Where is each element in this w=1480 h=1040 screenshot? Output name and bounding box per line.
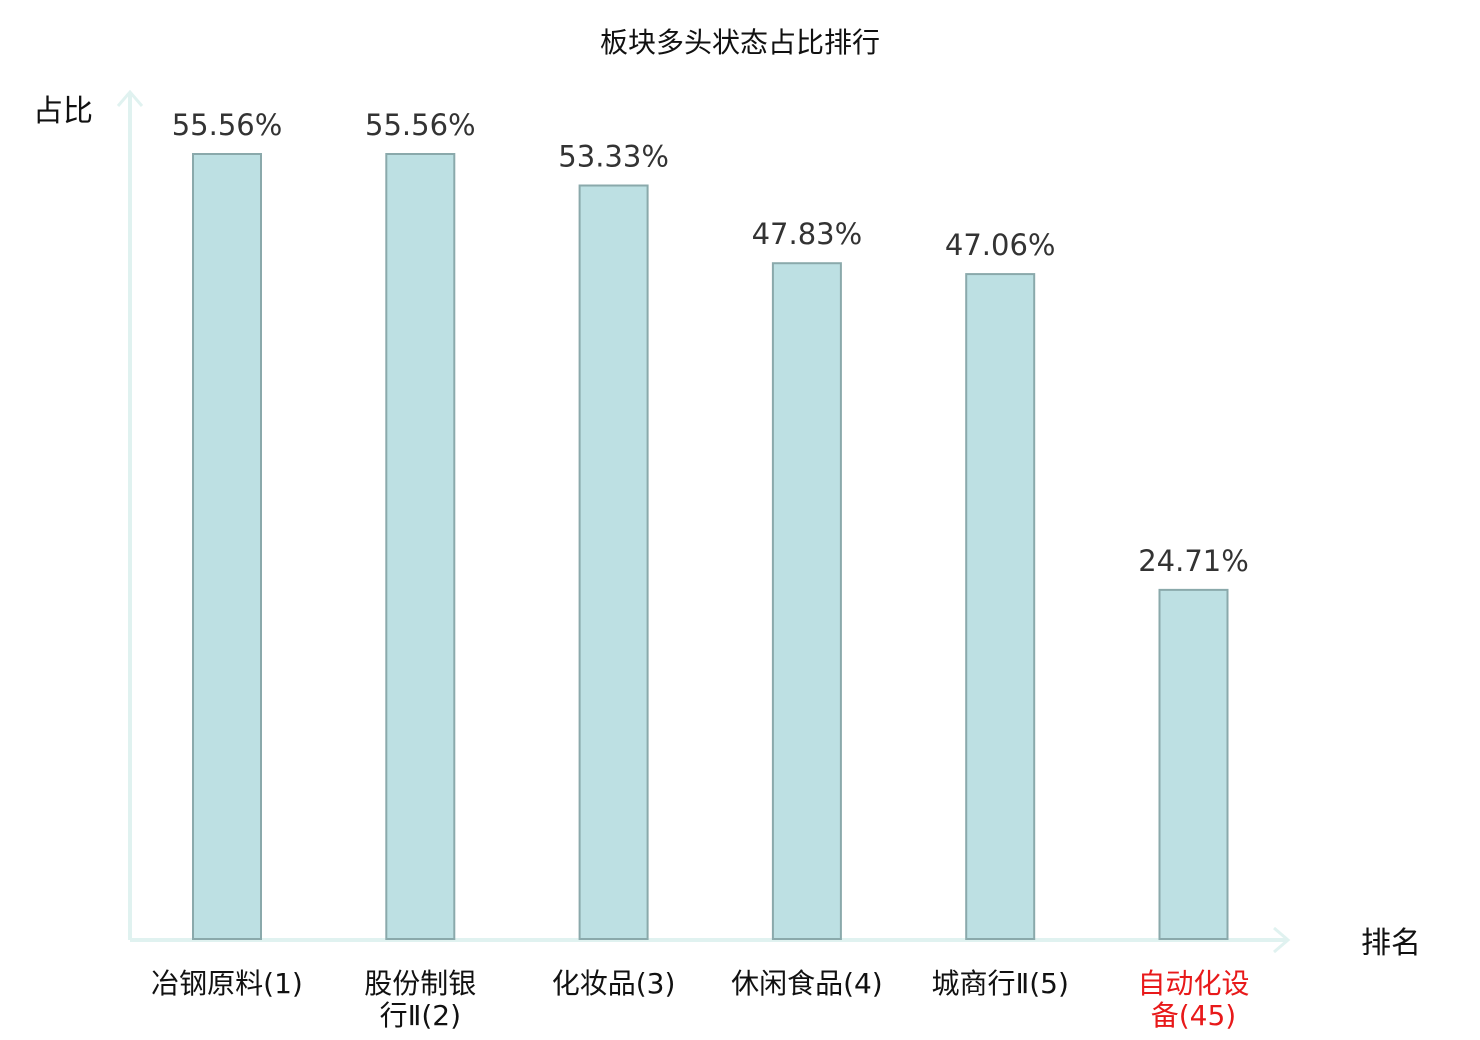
category-label: 休闲食品(4) [731, 967, 883, 1000]
bar-value-label: 47.06% [945, 228, 1056, 262]
x-axis-arrow-icon [1273, 926, 1291, 954]
bar [385, 153, 456, 940]
bar [578, 184, 649, 940]
bar-value-label: 24.71% [1138, 544, 1249, 578]
bar [192, 153, 262, 940]
category-label: 冶钢原料(1) [151, 967, 303, 1000]
data-labels: 55.56% 55.56% 53.33% 47.83% 47.06% 24.71% [172, 108, 1249, 578]
y-axis-arrow-icon [116, 89, 144, 107]
bar-value-label: 47.83% [752, 217, 863, 251]
bar [1158, 588, 1229, 940]
bar-series [192, 153, 1229, 940]
y-axis-label: 占比 [33, 94, 93, 129]
bar [965, 273, 1036, 940]
y-axis: 占比 [33, 89, 144, 940]
category-label-line: 自动化设 [1137, 967, 1249, 1000]
category-label: 城商行Ⅱ(5) [931, 967, 1068, 1000]
bar-value-label: 53.33% [558, 140, 669, 174]
category-label: 股份制银行Ⅱ(2) [364, 967, 476, 1032]
bar [771, 262, 842, 940]
category-label-line: 休闲食品(4) [731, 967, 883, 1000]
x-axis-label: 排名 [1361, 926, 1421, 961]
category-label: 化妆品(3) [552, 967, 676, 1000]
category-labels: 冶钢原料(1) 股份制银行Ⅱ(2) 化妆品(3) 休闲食品(4) 城商行Ⅱ(5) 自动化设… [151, 967, 1249, 1032]
category-label-line: 备(45) [1151, 999, 1236, 1032]
category-label-line: 化妆品(3) [552, 967, 676, 1000]
x-axis: 排名 [130, 926, 1421, 961]
category-label-line: 冶钢原料(1) [151, 967, 303, 1000]
category-label-line: 行Ⅱ(2) [380, 999, 461, 1032]
category-label-line: 股份制银 [364, 967, 476, 1000]
bar-value-label: 55.56% [172, 108, 283, 142]
bar-value-label: 55.56% [365, 108, 476, 142]
category-label: 自动化设备(45) [1137, 967, 1249, 1032]
chart-title: 板块多头状态占比排行 [600, 26, 880, 59]
category-label-line: 城商行Ⅱ(5) [931, 967, 1068, 1000]
